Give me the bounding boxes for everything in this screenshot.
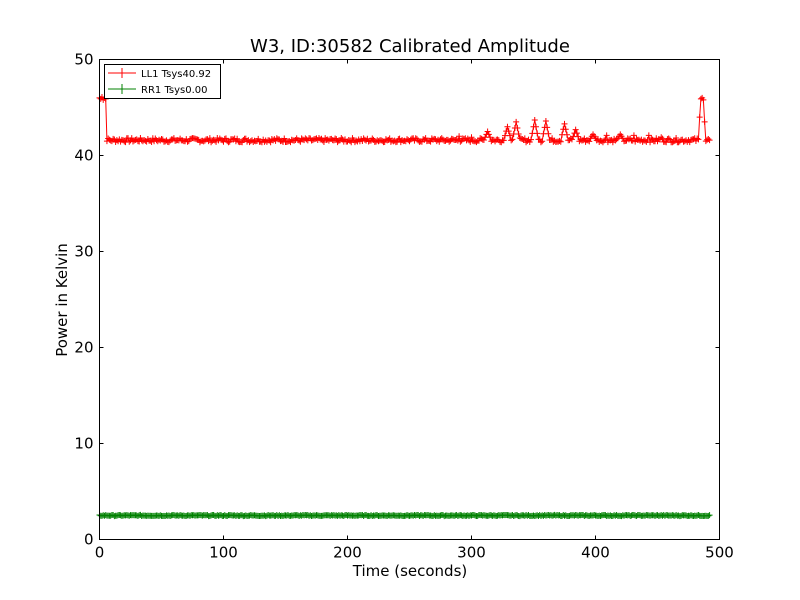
y-tick-label: 0 [84,531,94,549]
chart-title: W3, ID:30582 Calibrated Amplitude [250,36,570,57]
y-tick-label: 10 [74,435,93,453]
y-axis-label: Power in Kelvin [53,243,71,357]
data-point [542,117,549,124]
y-tick-label: 20 [74,339,93,357]
data-point [537,139,544,146]
legend: LL1 Tsys40.92 RR1 Tsys0.00 [104,64,221,99]
data-point [222,135,229,142]
data-point [513,118,520,125]
legend-box [104,64,221,99]
data-point [456,133,463,140]
data-point [701,118,708,125]
data-point [572,126,579,133]
data-point [453,136,460,143]
data-point [281,135,288,142]
data-point [110,135,117,142]
data-point [556,137,563,144]
data-point [603,132,610,139]
x-tick-label: 400 [581,544,610,562]
y-tick-label: 40 [74,147,93,165]
data-point [534,130,541,137]
series-markers-0 [96,93,713,146]
x-tick-label: 500 [705,544,734,562]
data-point [468,134,475,141]
data-point [563,131,570,138]
data-point [706,512,713,519]
data-point [500,137,507,144]
data-point [504,123,511,130]
x-tick-label: 100 [209,544,238,562]
data-point [539,138,546,145]
legend-label-rr1: RR1 Tsys0.00 [141,85,208,96]
data-point [509,136,516,143]
data-point [545,130,552,137]
x-tick-label: 0 [95,544,105,562]
data-point [673,134,680,141]
x-axis-label: Time (seconds) [352,562,468,580]
data-point [665,135,672,142]
data-point [532,123,539,130]
x-tick-label: 200 [333,544,362,562]
data-point [395,136,402,143]
data-point [557,138,564,145]
data-point [700,96,707,103]
data-point [446,138,453,145]
data-point [586,138,593,145]
data-point [484,128,491,135]
data-point [528,136,535,143]
data-point [457,138,464,145]
data-point [480,136,487,143]
data-point [544,124,551,131]
data-point [369,135,376,142]
data-point [515,131,522,138]
y-tick-label: 50 [74,51,93,69]
y-tick-label: 30 [74,243,93,261]
data-point [505,128,512,135]
series-markers-1 [96,511,713,520]
data-point [630,132,637,139]
tick-layer: 0 100 200 300 400 500 0 10 20 30 40 50 [74,51,733,562]
data-point [338,135,345,142]
data-point [568,136,575,143]
data-point [573,130,580,137]
data-point [695,136,702,143]
data-point [531,116,538,123]
data-point [696,114,703,121]
data-point [514,124,521,131]
data-point [658,134,665,141]
data-point [705,135,712,142]
data-point [705,512,712,519]
series-layer [96,93,713,520]
data-point [332,135,339,142]
data-point [706,137,713,144]
data-point [575,133,582,140]
data-point [562,126,569,133]
data-point [506,132,513,139]
data-point [485,131,492,138]
x-tick-label: 300 [457,544,486,562]
legend-label-ll1: LL1 Tsys40.92 [141,69,211,80]
plot-frame [99,59,720,540]
data-point [561,120,568,127]
data-point [234,135,241,142]
data-point [694,135,701,142]
data-point [508,137,515,144]
